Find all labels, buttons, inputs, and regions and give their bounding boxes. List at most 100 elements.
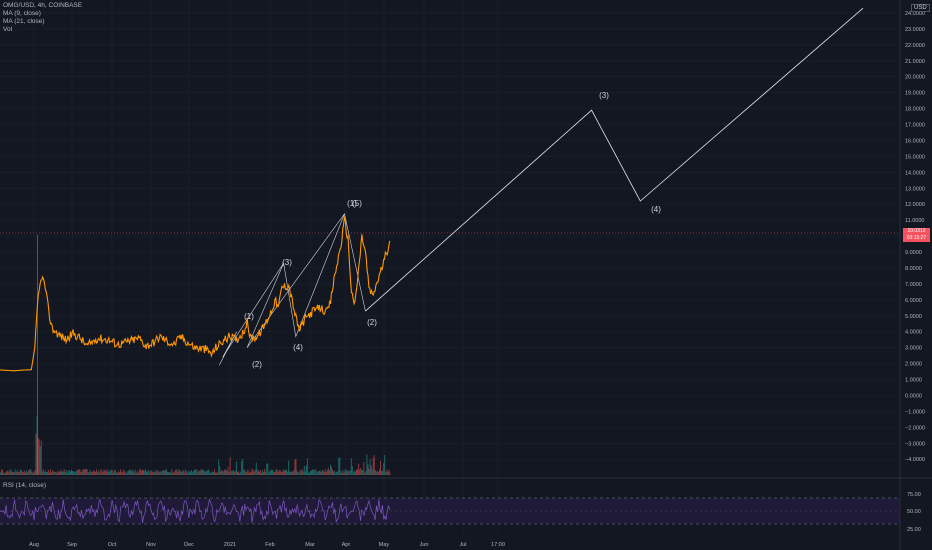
volume-bar — [9, 470, 11, 475]
volume-bar — [199, 471, 201, 475]
volume-bar — [325, 471, 327, 475]
volume-bar — [130, 470, 132, 475]
volume-bar — [276, 469, 278, 475]
volume-bar — [351, 466, 353, 475]
price-tick: 13.0000 — [905, 186, 925, 192]
price-tick: 4.0000 — [905, 330, 922, 336]
currency-badge[interactable]: USD — [911, 4, 930, 12]
volume-bar — [179, 470, 181, 475]
volume-bar — [380, 460, 382, 475]
volume-bar — [228, 472, 230, 475]
price-tick: 1.0000 — [905, 378, 922, 384]
volume-bar — [125, 472, 127, 475]
volume-bar — [143, 470, 145, 475]
price-tick: 21.0000 — [905, 59, 925, 65]
volume-bar — [247, 469, 249, 475]
volume-bar — [106, 471, 108, 475]
volume-bar — [85, 469, 87, 475]
volume-bar — [292, 471, 294, 475]
volume-bar — [387, 471, 389, 475]
rsi-label[interactable]: RSI (14, close) — [3, 482, 46, 489]
volume-bar — [60, 469, 62, 475]
volume-bar — [261, 472, 262, 475]
volume-bar — [372, 457, 374, 475]
volume-bar — [206, 470, 208, 475]
volume-bar — [265, 471, 267, 475]
volume-bar — [178, 469, 180, 475]
volume-bar — [96, 469, 98, 475]
volume-bar — [354, 471, 356, 475]
volume-bar — [167, 471, 169, 475]
volume-label[interactable]: Vol — [3, 26, 13, 33]
volume-bar — [150, 470, 152, 475]
volume-bar — [53, 471, 55, 475]
volume-bar — [274, 471, 276, 475]
volume-bar — [39, 446, 41, 475]
ma-9-label[interactable]: MA (9, close) — [3, 10, 41, 17]
wave-label: (1) — [347, 199, 357, 208]
volume-bar — [6, 471, 8, 475]
time-tick: 17:00 — [491, 542, 505, 548]
volume-bar — [103, 469, 105, 475]
volume-bar — [192, 472, 194, 475]
volume-bar — [144, 470, 146, 475]
volume-bar — [3, 472, 5, 475]
volume-bar — [214, 469, 216, 475]
volume-bar — [31, 471, 33, 475]
volume-bar — [343, 472, 345, 475]
symbol-title[interactable]: OMG/USD, 4h, COINBASE — [3, 2, 83, 9]
price-axis: 24.0000 23.0000 22.0000 21.0000 20.0000 19.00… — [905, 11, 925, 463]
volume-bar — [285, 469, 287, 475]
volume-bar — [306, 458, 308, 475]
volume-bar — [293, 469, 295, 475]
volume-bar — [333, 471, 335, 475]
volume-bar — [234, 470, 236, 475]
volume-bar — [243, 469, 245, 475]
volume-bar — [256, 469, 258, 475]
volume-bar — [123, 469, 125, 475]
volume-bar — [287, 471, 289, 475]
volume-bar — [61, 471, 63, 475]
volume-bar — [315, 469, 317, 475]
volume-bar — [223, 470, 225, 475]
volume-bar — [242, 458, 244, 475]
volume-bar — [40, 440, 42, 475]
volume-bar — [42, 469, 44, 475]
price-tick: 22.0000 — [905, 43, 925, 49]
volume-bar — [126, 472, 128, 475]
volume-bar — [300, 470, 302, 475]
volume-bar — [310, 470, 312, 475]
volume-bar — [225, 469, 227, 475]
volume-bar — [38, 439, 40, 475]
ma-21-label[interactable]: MA (21, close) — [3, 18, 45, 25]
volume-bar — [164, 469, 166, 475]
volume-bar — [371, 469, 373, 475]
volume-bar — [331, 469, 333, 475]
volume-bar — [273, 471, 275, 475]
volume-bar — [193, 470, 195, 475]
volume-bar — [184, 469, 186, 475]
volume-bar — [156, 470, 158, 475]
volume-bar — [311, 470, 313, 475]
volume-bar — [339, 457, 341, 475]
volume-bar — [360, 467, 362, 475]
volume-bar — [95, 471, 97, 475]
volume-bar — [282, 469, 284, 475]
volume-bar — [238, 471, 240, 475]
volume-bar — [74, 472, 76, 475]
volume-bar — [253, 471, 255, 475]
volume-bar — [226, 470, 228, 475]
volume-bar — [317, 471, 319, 475]
wave-label: (3) — [599, 91, 609, 100]
volume-bar — [97, 471, 99, 475]
volume-bar — [279, 470, 281, 475]
volume-bar — [386, 469, 388, 475]
volume-bar — [349, 470, 351, 475]
volume-bar — [99, 472, 101, 475]
volume-bar — [297, 472, 299, 475]
volume-bar — [196, 469, 198, 475]
volume-bar — [245, 472, 247, 475]
volume-bar — [309, 472, 311, 475]
volume-bar — [171, 469, 173, 475]
